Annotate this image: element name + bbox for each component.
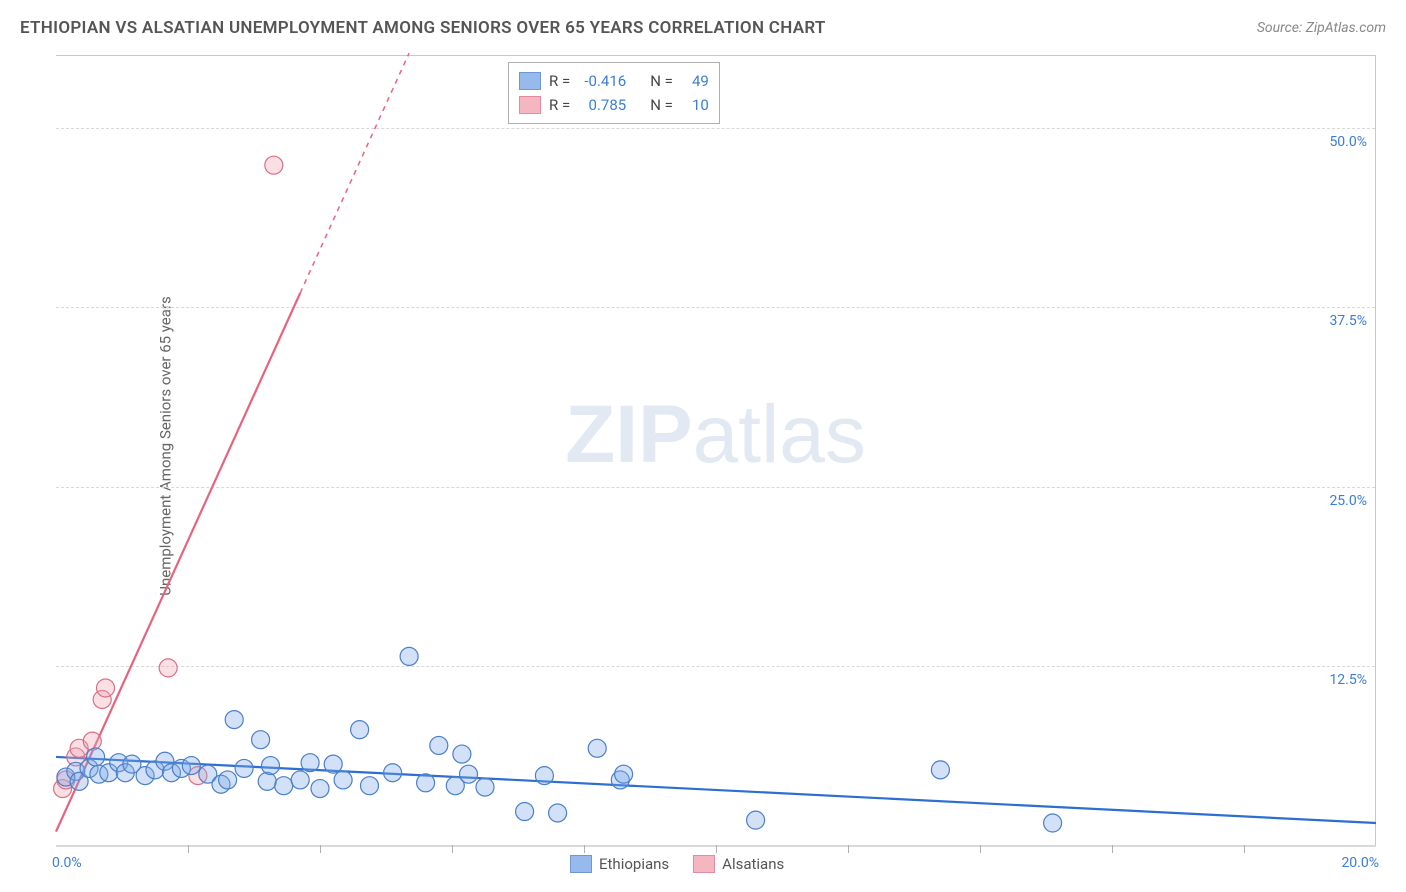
legend-item-alsatians: Alsatians [693,855,784,873]
legend-r-alsatians: 0.785 [578,96,626,114]
x-tick-max: 20.0% [1341,855,1379,871]
legend-swatch-ethiopians [570,855,592,873]
legend-label-alsatians: Alsatians [722,855,784,873]
x-tick-min: 0.0% [52,855,82,871]
correlation-legend: R = -0.416 N = 49 R = 0.785 N = 10 [508,62,720,124]
legend-n-alsatians: 10 [681,96,709,114]
legend-r-label: R = [549,96,570,114]
legend-label-ethiopians: Ethiopians [599,855,669,873]
legend-n-label: N = [650,96,673,114]
legend-r-label: R = [549,72,570,90]
legend-n-ethiopians: 49 [681,72,709,90]
y-tick-label: 50.0% [1329,134,1367,150]
legend-swatch-alsatians [693,855,715,873]
y-tick-label: 25.0% [1329,493,1367,509]
legend-r-ethiopians: -0.416 [578,72,626,90]
legend-n-label: N = [650,72,673,90]
legend-swatch-alsatians [519,96,541,114]
legend-row-alsatians: R = 0.785 N = 10 [519,93,709,117]
legend-item-ethiopians: Ethiopians [570,855,669,873]
title-bar: ETHIOPIAN VS ALSATIAN UNEMPLOYMENT AMONG… [20,18,1386,38]
y-tick-label: 37.5% [1329,313,1367,329]
scatter-plot [56,56,1376,846]
source-attribution: Source: ZipAtlas.com [1257,20,1386,36]
legend-swatch-ethiopians [519,72,541,90]
legend-row-ethiopians: R = -0.416 N = 49 [519,69,709,93]
chart-area: ZIPatlas R = -0.416 N = 49 R = 0.785 N =… [56,55,1376,845]
y-tick-label: 12.5% [1329,672,1367,688]
chart-title: ETHIOPIAN VS ALSATIAN UNEMPLOYMENT AMONG… [20,18,826,38]
series-legend: Ethiopians Alsatians [570,855,784,873]
